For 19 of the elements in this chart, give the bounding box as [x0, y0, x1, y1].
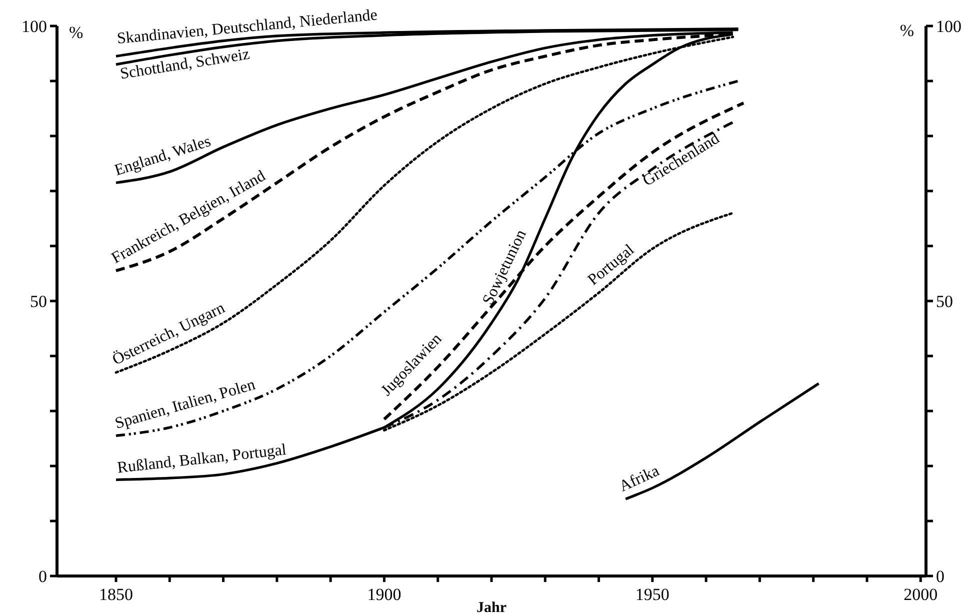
- x-tick-label: 2000: [904, 585, 938, 604]
- text: Spanien, Italien, Polen: [113, 376, 258, 432]
- text: Afrika: [616, 462, 662, 496]
- x-tick-label: 1950: [635, 585, 670, 604]
- y-tick-label: 0: [38, 566, 47, 586]
- y-axis-title: %: [69, 22, 84, 42]
- y-tick-label: 100: [22, 16, 47, 36]
- text: Schottland, Schweiz: [118, 46, 251, 83]
- text: Skandinavien, Deutschland, Niederlande: [116, 6, 378, 48]
- y2-tick-label: 0: [936, 566, 944, 586]
- x-tick-label: 1850: [99, 585, 134, 604]
- y2-tick-label: 50: [936, 292, 953, 311]
- y2-axis-title: %: [900, 20, 914, 40]
- y2-tick-label: 100: [936, 16, 962, 36]
- x-tick-label: 1900: [367, 585, 402, 604]
- y-tick-label: 50: [30, 292, 47, 311]
- text: England, Wales: [112, 132, 213, 180]
- text: Rußland, Balkan, Portugal: [116, 441, 288, 477]
- x-axis-title: Jahr: [476, 600, 507, 615]
